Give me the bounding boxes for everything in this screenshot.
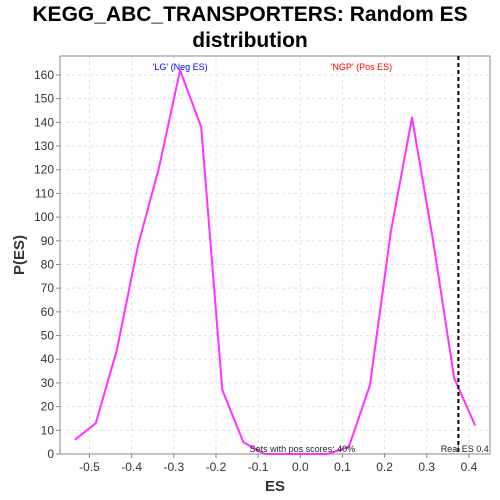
pos-scores-note: Sets with pos scores: 40% [250,444,356,454]
pos-es-label: 'NGP' (Pos ES) [331,62,392,72]
es-series-line [74,69,477,455]
y-tick-label: 100 [34,210,54,224]
grid [60,56,490,455]
x-tick-label: 0.4 [461,460,478,474]
y-tick-label: 160 [34,68,54,82]
y-tick-label: 110 [35,186,54,200]
x-tick-label: -0.1 [248,460,269,474]
x-tick-label: 0.0 [292,460,309,474]
chart-title-line1: KEGG_ABC_TRANSPORTERS: Random ES [32,3,468,26]
y-tick-label: 50 [41,329,55,343]
x-tick-label: 0.3 [418,460,435,474]
y-tick-label: 80 [41,257,55,271]
y-axis-title: P(ES) [11,235,28,275]
x-tick-label: -0.4 [121,460,142,474]
y-tick-label: 140 [34,115,54,129]
y-tick-label: 90 [41,234,55,248]
x-tick-label: 0.2 [376,460,393,474]
real-es-label: Real ES 0.4 [441,444,489,454]
y-tick-label: 40 [41,352,55,366]
x-tick-label: 0.1 [334,460,351,474]
chart-title-line2: distribution [192,29,308,52]
neg-es-label: 'LG' (Neg ES) [153,62,208,72]
x-axis-title: ES [265,478,285,495]
axis-ticks: 0 10 20 30 40 50 60 70 80 90 100 110 120 130 140 150 160… [34,68,478,474]
y-tick-label: 70 [41,281,55,295]
chart-title: KEGG_ABC_TRANSPORTERS: Random ES distrib… [0,2,500,54]
x-tick-label: -0.2 [206,460,227,474]
x-tick-label: -0.3 [163,460,184,474]
plot-frame [59,55,491,455]
y-tick-label: 20 [41,400,55,414]
y-tick-label: 0 [47,447,54,461]
y-tick-label: 130 [34,139,54,153]
series-layer [74,69,477,455]
y-tick-label: 150 [34,92,54,106]
y-tick-label: 30 [41,376,55,390]
x-tick-label: -0.5 [79,460,100,474]
y-tick-label: 60 [41,305,55,319]
y-tick-label: 120 [34,163,54,177]
y-tick-label: 10 [41,423,55,437]
